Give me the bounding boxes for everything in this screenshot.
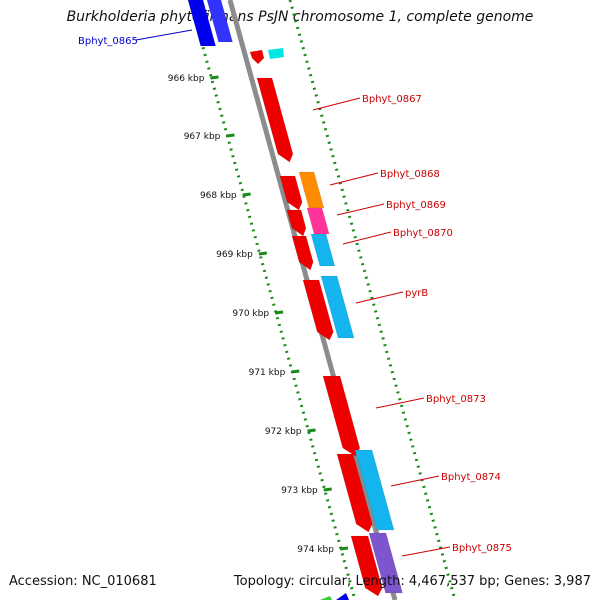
dotted-track-right bbox=[288, 0, 457, 600]
gene-bphyt-0865[interactable] bbox=[187, 0, 216, 47]
leader-line bbox=[390, 475, 440, 487]
map-title: Burkholderia phytofirmans PsJN chromosom… bbox=[66, 9, 534, 25]
tick-mark bbox=[339, 546, 349, 551]
tick-label: 968 kbp bbox=[200, 191, 237, 201]
leader-line bbox=[401, 546, 451, 557]
leader-line bbox=[135, 29, 193, 41]
tick-mark bbox=[258, 251, 268, 256]
tick-mark bbox=[274, 310, 284, 315]
genome-summary-text: Topology: circular; Length: 4,467,537 bp… bbox=[233, 574, 591, 589]
gene-bphyt-0865-cog[interactable] bbox=[206, 0, 233, 43]
gene-label[interactable]: Bphyt_0869 bbox=[386, 200, 446, 211]
dotted-track-left bbox=[188, 0, 357, 600]
gene-label[interactable]: Bphyt_0874 bbox=[441, 472, 501, 483]
gene-bphyt-0874[interactable] bbox=[336, 453, 373, 533]
gene-label[interactable]: Bphyt_0875 bbox=[452, 543, 512, 554]
gene-bphyt-0873[interactable] bbox=[322, 375, 361, 457]
gene-bphyt-0875[interactable] bbox=[350, 535, 383, 597]
tick-label: 967 kbp bbox=[184, 132, 221, 142]
leader-line bbox=[336, 203, 385, 216]
gene-bphyt-0868[interactable] bbox=[279, 175, 303, 211]
tick-label: 969 kbp bbox=[216, 250, 253, 260]
cog-bphyt-0869[interactable] bbox=[306, 207, 330, 235]
cog-bphyt-0868[interactable] bbox=[298, 171, 325, 209]
leader-line bbox=[329, 172, 379, 186]
gene-bottom-green[interactable] bbox=[320, 596, 332, 600]
gene-small-cog[interactable] bbox=[268, 48, 284, 59]
tick-label: 973 kbp bbox=[281, 486, 318, 496]
tick-mark bbox=[323, 487, 332, 492]
gene-label[interactable]: pyrB bbox=[405, 288, 428, 299]
tick-mark bbox=[291, 369, 300, 374]
tick-mark bbox=[307, 428, 316, 433]
leader-line bbox=[312, 97, 361, 111]
cog-bphyt-0875[interactable] bbox=[368, 532, 403, 594]
tick-label: 970 kbp bbox=[232, 309, 269, 319]
tick-label: 971 kbp bbox=[249, 368, 286, 378]
gene-small-forward[interactable] bbox=[250, 50, 264, 64]
gene-bottom-blue[interactable] bbox=[336, 593, 349, 600]
gene-label[interactable]: Bphyt_0873 bbox=[426, 394, 486, 405]
tick-label: 972 kbp bbox=[265, 427, 302, 437]
gene-bphyt-0867[interactable] bbox=[256, 77, 294, 163]
tick-mark bbox=[226, 133, 235, 138]
leader-line bbox=[355, 291, 404, 304]
gene-label[interactable]: Bphyt_0865 bbox=[78, 36, 138, 47]
tick-label: 966 kbp bbox=[168, 74, 205, 84]
cog-bphyt-0870[interactable] bbox=[310, 233, 336, 267]
accession-text: Accession: NC_010681 bbox=[9, 574, 157, 589]
tick-mark bbox=[242, 192, 251, 197]
gene-bphyt-0870[interactable] bbox=[291, 235, 314, 271]
tick-label: 974 kbp bbox=[297, 545, 334, 555]
gene-label[interactable]: Bphyt_0868 bbox=[380, 169, 440, 180]
cog-bphyt-0874[interactable] bbox=[354, 449, 395, 531]
cog-pyrb[interactable] bbox=[320, 275, 355, 339]
gene-pyrb[interactable] bbox=[302, 279, 334, 341]
leader-line bbox=[342, 231, 392, 245]
tick-mark bbox=[210, 75, 219, 80]
gene-label[interactable]: Bphyt_0870 bbox=[393, 228, 453, 239]
gene-bphyt-0869[interactable] bbox=[286, 209, 307, 237]
leader-line bbox=[375, 397, 425, 409]
gene-label[interactable]: Bphyt_0867 bbox=[362, 94, 422, 105]
